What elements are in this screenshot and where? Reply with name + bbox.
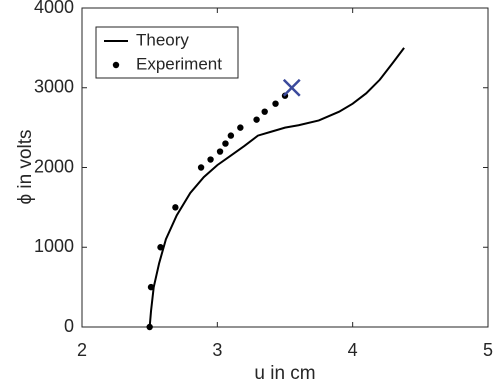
y-axis-label: ϕ in volts: [15, 129, 36, 204]
x-tick-label: 4: [348, 340, 358, 360]
experiment-point: [222, 140, 229, 147]
y-tick-label: 4000: [34, 0, 74, 17]
y-tick-label: 2000: [34, 156, 74, 176]
theory-line: [148, 47, 405, 328]
legend-label: Theory: [136, 30, 189, 49]
experiment-point: [157, 244, 164, 251]
highlight-marker: [282, 78, 301, 97]
experiment-point: [227, 132, 235, 139]
experiment-point: [272, 100, 279, 107]
experiment-point: [261, 108, 268, 115]
y-tick-label: 0: [64, 316, 74, 336]
experiment-point: [207, 156, 214, 163]
experiment-point: [172, 204, 179, 211]
x-axis-label: u in cm: [254, 363, 315, 384]
legend-label: Experiment: [136, 54, 222, 73]
y-tick-label: 1000: [34, 236, 74, 256]
experiment-point: [197, 164, 205, 171]
experiment-point: [146, 323, 153, 331]
x-tick-label: 5: [483, 340, 493, 360]
experiment-point: [253, 116, 260, 123]
legend-swatch: [112, 61, 120, 69]
x-tick-label: 2: [77, 340, 87, 360]
experiment-point: [216, 148, 224, 155]
legend-box: [95, 26, 239, 79]
experiment-point: [147, 283, 155, 291]
y-tick-label: 3000: [34, 77, 74, 97]
x-tick-label: 3: [212, 340, 222, 360]
experiment-point: [237, 124, 244, 131]
